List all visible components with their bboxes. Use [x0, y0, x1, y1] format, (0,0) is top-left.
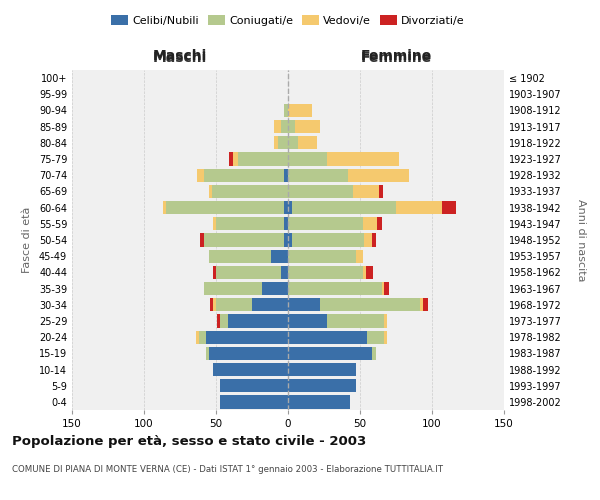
Bar: [196, 330, 199, 344]
Y-axis label: Anni di nascita: Anni di nascita: [575, 198, 586, 281]
Bar: [377, 217, 382, 230]
Bar: [288, 104, 313, 117]
Bar: [288, 185, 353, 198]
Bar: [200, 234, 205, 246]
Bar: [284, 234, 288, 246]
Bar: [209, 185, 212, 198]
Bar: [363, 217, 377, 230]
Bar: [229, 152, 233, 166]
Bar: [278, 136, 288, 149]
Bar: [364, 234, 371, 246]
Bar: [288, 201, 292, 214]
Bar: [213, 217, 216, 230]
Y-axis label: Fasce di età: Fasce di età: [22, 207, 32, 273]
Bar: [166, 201, 284, 214]
Bar: [371, 234, 376, 246]
Bar: [382, 282, 385, 295]
Bar: [288, 168, 349, 182]
Text: COMUNE DI PIANA DI MONTE VERNA (CE) - Dati ISTAT 1° gennaio 2003 - Elaborazione : COMUNE DI PIANA DI MONTE VERNA (CE) - Da…: [12, 465, 443, 474]
Bar: [233, 152, 238, 166]
Bar: [205, 168, 284, 182]
Bar: [288, 314, 327, 328]
Bar: [288, 330, 367, 344]
Bar: [288, 363, 356, 376]
Bar: [281, 120, 288, 134]
Bar: [284, 104, 288, 117]
Bar: [288, 234, 292, 246]
Bar: [288, 152, 327, 166]
Bar: [252, 298, 288, 312]
Bar: [442, 201, 457, 214]
Bar: [281, 266, 288, 279]
Bar: [366, 266, 373, 279]
Legend: Celibi/Nubili, Coniugati/e, Vedovi/e, Divorziati/e: Celibi/Nubili, Coniugati/e, Vedovi/e, Di…: [107, 10, 469, 30]
Bar: [213, 298, 216, 312]
Bar: [292, 201, 396, 214]
Bar: [288, 266, 363, 279]
Bar: [227, 314, 288, 328]
Text: Maschi: Maschi: [153, 49, 207, 63]
Bar: [199, 330, 206, 344]
Bar: [209, 346, 288, 360]
Bar: [220, 379, 288, 392]
Bar: [209, 250, 271, 263]
Bar: [288, 120, 295, 134]
Bar: [216, 266, 281, 279]
Bar: [292, 234, 364, 246]
Bar: [271, 250, 288, 263]
Bar: [288, 346, 371, 360]
Bar: [206, 330, 288, 344]
Bar: [163, 201, 166, 214]
Bar: [396, 201, 442, 214]
Bar: [371, 346, 376, 360]
Bar: [206, 346, 209, 360]
Bar: [353, 185, 379, 198]
Bar: [320, 298, 421, 312]
Bar: [327, 152, 399, 166]
Bar: [216, 298, 252, 312]
Bar: [424, 298, 428, 312]
Bar: [327, 314, 385, 328]
Bar: [213, 363, 288, 376]
Bar: [379, 185, 383, 198]
Bar: [288, 250, 356, 263]
Bar: [217, 314, 220, 328]
Bar: [288, 379, 356, 392]
Bar: [284, 168, 288, 182]
Bar: [385, 314, 388, 328]
Bar: [213, 266, 216, 279]
Bar: [288, 282, 382, 295]
Text: Femmine: Femmine: [361, 51, 431, 65]
Bar: [274, 120, 281, 134]
Bar: [212, 185, 288, 198]
Bar: [238, 152, 288, 166]
Bar: [421, 298, 424, 312]
Bar: [349, 168, 409, 182]
Bar: [274, 136, 278, 149]
Bar: [284, 201, 288, 214]
Bar: [295, 120, 320, 134]
Bar: [262, 282, 288, 295]
Text: Femmine: Femmine: [361, 49, 431, 63]
Bar: [288, 217, 363, 230]
Bar: [197, 168, 205, 182]
Bar: [288, 136, 298, 149]
Bar: [220, 396, 288, 408]
Bar: [288, 298, 320, 312]
Bar: [363, 266, 366, 279]
Bar: [288, 396, 350, 408]
Bar: [298, 136, 317, 149]
Bar: [205, 234, 284, 246]
Bar: [385, 330, 388, 344]
Bar: [367, 330, 385, 344]
Bar: [210, 298, 213, 312]
Bar: [216, 217, 284, 230]
Bar: [284, 217, 288, 230]
Text: Popolazione per età, sesso e stato civile - 2003: Popolazione per età, sesso e stato civil…: [12, 435, 366, 448]
Bar: [356, 250, 363, 263]
Bar: [385, 282, 389, 295]
Text: Maschi: Maschi: [153, 51, 207, 65]
Bar: [220, 314, 227, 328]
Bar: [205, 282, 262, 295]
